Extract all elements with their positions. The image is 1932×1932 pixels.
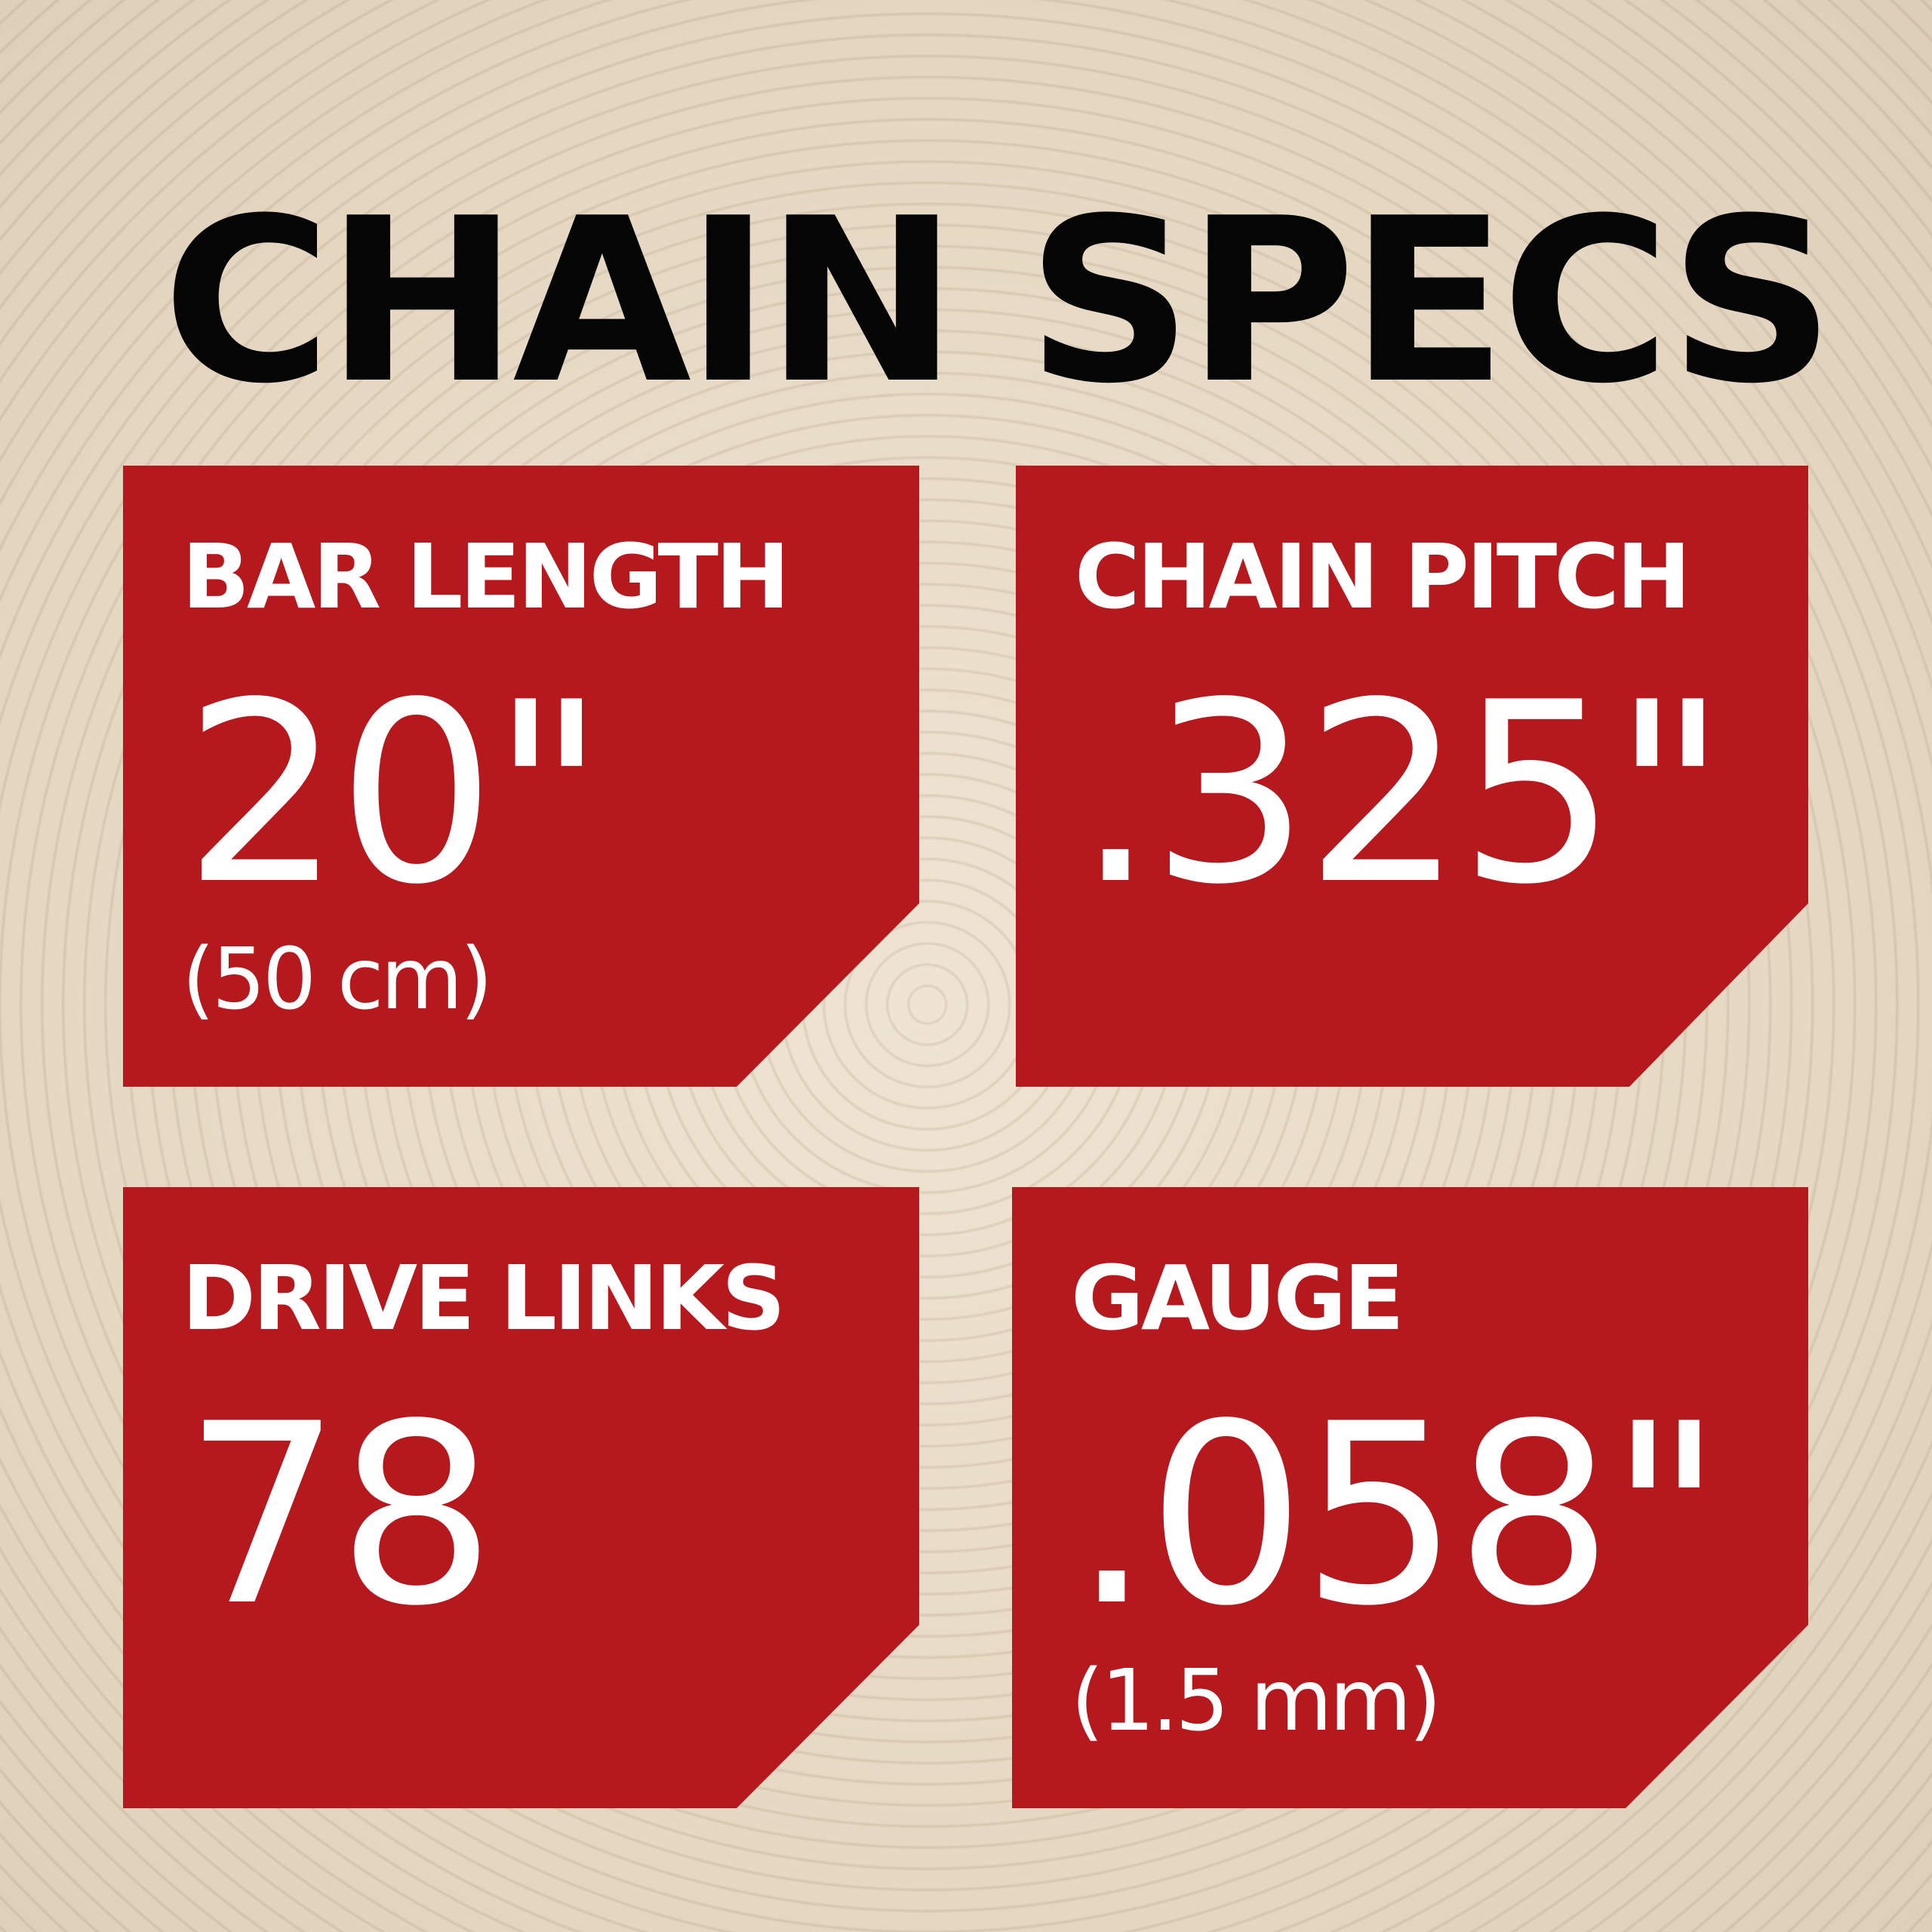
spec-label: GAUGE: [1071, 1246, 1404, 1350]
spec-card-bar-length: BAR LENGTH 20" (50 cm): [123, 466, 919, 1087]
spec-subvalue: (50 cm): [182, 931, 493, 1029]
spec-label: DRIVE LINKS: [182, 1246, 786, 1350]
spec-value: .058": [1072, 1371, 1724, 1660]
spec-card-drive-links: DRIVE LINKS 78: [123, 1187, 919, 1808]
spec-label: BAR LENGTH: [182, 525, 790, 629]
spec-value: .325": [1076, 649, 1727, 939]
page-title: CHAIN SPECS: [162, 170, 1835, 433]
spec-value: 20": [183, 649, 606, 939]
spec-label: CHAIN PITCH: [1075, 525, 1691, 629]
spec-card-gauge: GAUGE .058" (1.5 mm): [1012, 1187, 1808, 1808]
spec-subvalue: (1.5 mm): [1071, 1652, 1441, 1750]
spec-card-chain-pitch: CHAIN PITCH .325": [1016, 466, 1808, 1087]
spec-value: 78: [183, 1371, 496, 1660]
